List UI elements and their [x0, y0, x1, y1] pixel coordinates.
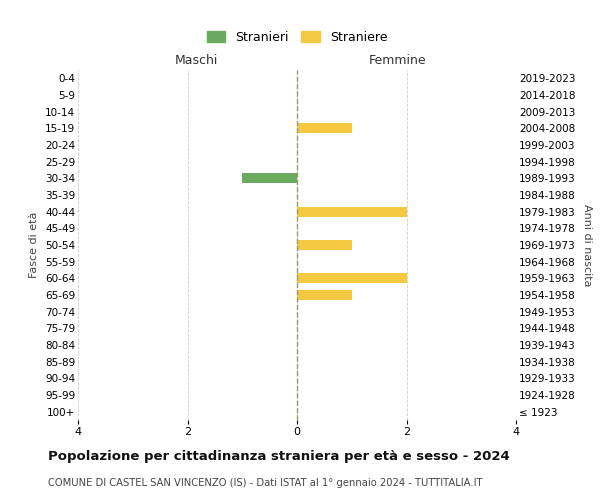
Y-axis label: Fasce di età: Fasce di età: [29, 212, 40, 278]
Bar: [242, 174, 297, 184]
Legend: Stranieri, Straniere: Stranieri, Straniere: [203, 28, 391, 48]
Text: Femmine: Femmine: [369, 54, 427, 66]
Y-axis label: Anni di nascita: Anni di nascita: [582, 204, 592, 286]
Bar: [297, 206, 407, 216]
Text: COMUNE DI CASTEL SAN VINCENZO (IS) - Dati ISTAT al 1° gennaio 2024 - TUTTITALIA.: COMUNE DI CASTEL SAN VINCENZO (IS) - Dat…: [48, 478, 482, 488]
Bar: [297, 240, 352, 250]
Bar: [297, 290, 352, 300]
Text: Popolazione per cittadinanza straniera per età e sesso - 2024: Popolazione per cittadinanza straniera p…: [48, 450, 510, 463]
Bar: [297, 274, 407, 283]
Bar: [297, 124, 352, 134]
Text: Maschi: Maschi: [175, 54, 218, 66]
